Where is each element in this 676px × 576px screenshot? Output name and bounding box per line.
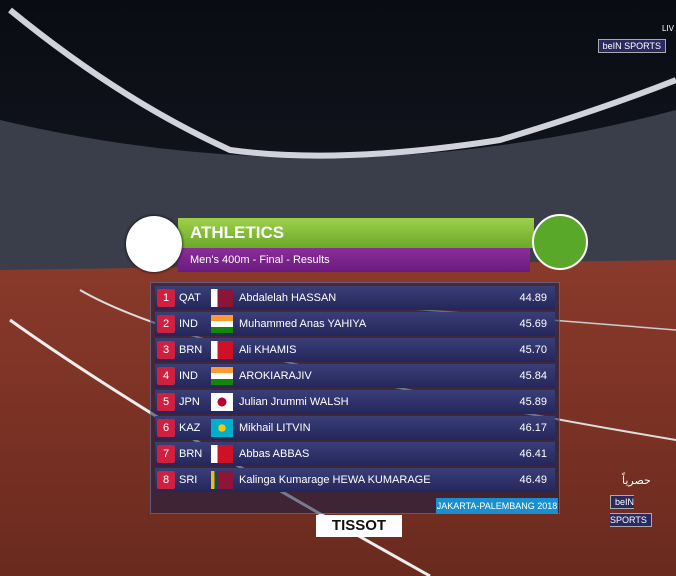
- flag: [211, 341, 233, 359]
- lights: [8, 7, 676, 159]
- flag: [211, 419, 233, 437]
- sport-icon: [532, 214, 588, 270]
- flag: [211, 393, 233, 411]
- flag: [211, 315, 233, 333]
- rank-badge: 4: [157, 367, 175, 385]
- header-subtitle: Men's 400m - Final - Results: [178, 248, 530, 272]
- athlete-name: Muhammed Anas YAHIYA: [239, 318, 367, 330]
- result-time: 46.41: [519, 448, 547, 460]
- result-row: 1 QAT Abdalelah HASSAN 44.89: [155, 286, 555, 310]
- country-code: QAT: [179, 292, 201, 304]
- logo-text: beIN SPORTS: [610, 495, 652, 527]
- rank-badge: 5: [157, 393, 175, 411]
- result-time: 46.17: [519, 422, 547, 434]
- athlete-name: AROKIARAJIV: [239, 370, 312, 382]
- result-time: 45.70: [519, 344, 547, 356]
- flag: [211, 445, 233, 463]
- result-row: 4 IND AROKIARAJIV 45.84: [155, 364, 555, 388]
- rank-badge: 6: [157, 419, 175, 437]
- live-label: LIV: [661, 24, 674, 33]
- result-time: 45.84: [519, 370, 547, 382]
- result-time: 44.89: [519, 292, 547, 304]
- rank-badge: 1: [157, 289, 175, 307]
- flag: [211, 289, 233, 307]
- athlete-name: Abbas ABBAS: [239, 448, 310, 460]
- country-code: KAZ: [179, 422, 201, 434]
- result-time: 46.49: [519, 474, 547, 486]
- country-code: IND: [179, 318, 198, 330]
- header-title: ATHLETICS: [178, 218, 534, 248]
- rank-badge: 2: [157, 315, 175, 333]
- country-code: SRI: [179, 474, 198, 486]
- logo-text: beIN SPORTS: [597, 39, 666, 53]
- athlete-name: Julian Jrummi WALSH: [239, 396, 349, 408]
- sponsor-logo: TISSOT: [316, 515, 402, 537]
- event-label: JAKARTA-PALEMBANG 2018: [436, 498, 558, 514]
- rank-badge: 7: [157, 445, 175, 463]
- flag: [211, 471, 233, 489]
- country-code: IND: [179, 370, 198, 382]
- result-row: 7 BRN Abbas ABBAS 46.41: [155, 442, 555, 466]
- country-code: JPN: [179, 396, 200, 408]
- broadcaster-logo: beIN SPORTS: [597, 36, 666, 54]
- country-code: BRN: [179, 448, 203, 460]
- result-row: 3 BRN Ali KHAMIS 45.70: [155, 338, 555, 362]
- result-time: 45.89: [519, 396, 547, 408]
- result-row: 5 JPN Julian Jrummi WALSH 45.89: [155, 390, 555, 414]
- athlete-name: Abdalelah HASSAN: [239, 292, 337, 304]
- athlete-name: Kalinga Kumarage HEWA KUMARAGE: [239, 474, 431, 486]
- broadcaster-logo-bottom: beIN SPORTS: [610, 492, 676, 528]
- flag: [211, 367, 233, 385]
- rank-badge: 8: [157, 471, 175, 489]
- athlete-name: Mikhail LITVIN: [239, 422, 311, 434]
- result-row: 8 SRI Kalinga Kumarage HEWA KUMARAGE 46.49: [155, 468, 555, 492]
- result-time: 45.69: [519, 318, 547, 330]
- athlete-name: Ali KHAMIS: [239, 344, 297, 356]
- games-logo: [126, 216, 182, 272]
- exclusive-label: حصرياً: [622, 474, 651, 487]
- result-row: 2 IND Muhammed Anas YAHIYA 45.69: [155, 312, 555, 336]
- country-code: BRN: [179, 344, 203, 356]
- rank-badge: 3: [157, 341, 175, 359]
- result-row: 6 KAZ Mikhail LITVIN 46.17: [155, 416, 555, 440]
